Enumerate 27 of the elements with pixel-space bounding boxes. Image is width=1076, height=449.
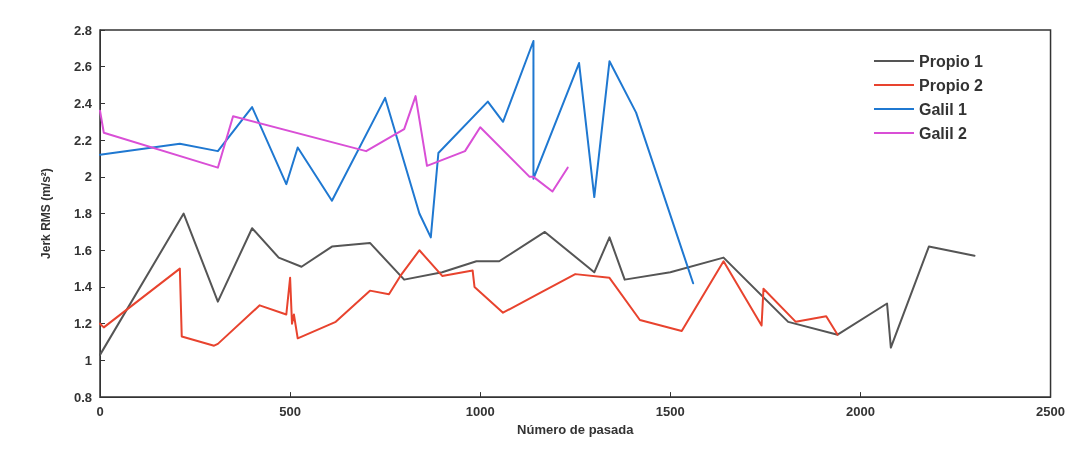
- y-axis-title: Jerk RMS (m/s²): [39, 168, 53, 259]
- y-tick-label: 2.6: [73, 59, 92, 75]
- line-series: [99, 40, 695, 285]
- x-axis-title: Número de pasada: [517, 422, 635, 437]
- y-tick-label: 2.4: [73, 95, 93, 111]
- x-tick-label: 2000: [845, 404, 875, 420]
- legend-label: Galil 2: [918, 124, 968, 142]
- x-tick-label: 1000: [465, 404, 495, 420]
- x-tick-label: 1500: [655, 404, 685, 420]
- y-tick-label: 0.8: [73, 389, 92, 405]
- y-tick-label: 1.4: [73, 279, 93, 295]
- legend-label: Propio 1: [918, 52, 984, 70]
- y-tick-label: 1: [84, 352, 92, 368]
- line-series: [99, 249, 839, 347]
- y-tick-label: 1.8: [73, 206, 92, 222]
- line-series: [99, 95, 569, 193]
- x-tick-label: 500: [279, 404, 301, 420]
- legend-label: Propio 2: [918, 76, 984, 94]
- y-tick-label: 2: [84, 169, 92, 185]
- x-tick-label: 0: [96, 404, 104, 420]
- line-series: [99, 212, 976, 356]
- y-tick-label: 1.6: [73, 242, 92, 258]
- x-tick-label: 2500: [1036, 404, 1065, 420]
- y-tick-label: 2.8: [73, 22, 92, 38]
- legend-label: Galil 1: [918, 100, 968, 118]
- y-tick-label: 2.2: [73, 132, 92, 148]
- y-tick-label: 1.2: [73, 316, 92, 332]
